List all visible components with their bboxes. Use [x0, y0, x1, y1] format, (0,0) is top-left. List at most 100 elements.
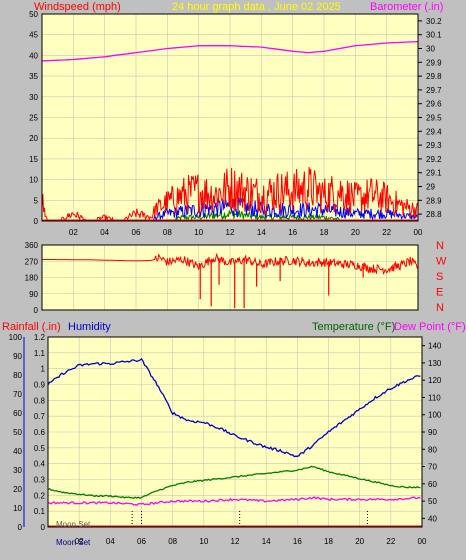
windspeed-tick-label: 35	[29, 72, 38, 81]
direction-tick-label: 90	[29, 290, 38, 299]
rainfall-tick-label: 0.8	[34, 396, 46, 405]
rainfall-tick-label: 0.7	[34, 412, 46, 421]
rainfall-tick-label: 1.1	[34, 349, 46, 358]
windspeed-tick-label: 5	[34, 196, 39, 205]
direction-tick-label: 0	[34, 306, 39, 315]
humidity-tick-label: 90	[13, 352, 22, 361]
rainfall-tick-label: 0.3	[34, 476, 46, 485]
rainfall-tick-label: 0.5	[34, 444, 46, 453]
time-tick-label: 00	[418, 537, 427, 546]
time-tick-label: 04	[106, 537, 115, 546]
windspeed-tick-label: 20	[29, 134, 38, 143]
rainfall-tick-label: 0.9	[34, 381, 46, 390]
compass-label: W	[436, 256, 447, 268]
time-tick-label: 02	[69, 228, 78, 237]
time-tick-label: 14	[257, 228, 266, 237]
barometer-tick-label: 28.9	[426, 196, 442, 205]
time-tick-label: 02	[75, 537, 84, 546]
time-tick-label: 08	[163, 228, 172, 237]
barometer-tick-label: 29.3	[426, 141, 442, 150]
temperature-tick-label: 110	[428, 393, 441, 402]
moon-set-label-top: Moon Set	[56, 520, 91, 529]
time-tick-label: 12	[231, 537, 240, 546]
temperature-tick-label: 120	[428, 376, 442, 385]
compass-label: E	[436, 287, 443, 299]
barometer-tick-label: 30.1	[426, 31, 442, 40]
time-tick-label: 06	[137, 537, 146, 546]
barometer-tick-label: 29.5	[426, 114, 442, 123]
moon-set-label-bottom: Moon Set	[56, 538, 91, 547]
wind-gust-line	[41, 166, 418, 222]
windspeed-tick-label: 15	[29, 155, 38, 164]
temperature-tick-label: 60	[428, 480, 437, 489]
humidity-line	[47, 357, 421, 458]
barometer-tick-label: 29.4	[426, 127, 442, 136]
barometer-tick-label: 29	[426, 183, 435, 192]
humidity-tick-label: 10	[13, 504, 22, 513]
barometer-axis-label: Barometer (.in)	[370, 1, 443, 13]
time-tick-label: 22	[386, 537, 395, 546]
rainfall-axis-label: Rainfall (.in)	[2, 321, 61, 333]
direction-tick-label: 180	[25, 274, 39, 283]
barometer-tick-label: 29.1	[426, 169, 442, 178]
barometer-line	[41, 40, 419, 62]
direction-tick-label: 270	[25, 257, 39, 266]
windspeed-tick-label: 30	[29, 93, 38, 102]
time-tick-label: 12	[226, 228, 235, 237]
rainfall-tick-label: 0	[41, 523, 46, 532]
time-tick-label: 18	[324, 537, 333, 546]
wind-direction-line	[41, 252, 418, 276]
humidity-tick-label: 40	[13, 447, 22, 456]
temperature-tick-label: 90	[428, 428, 437, 437]
humidity-tick-label: 60	[13, 409, 22, 418]
time-tick-label: 06	[132, 228, 141, 237]
time-tick-label: 20	[351, 228, 360, 237]
rainfall-tick-label: 0.1	[34, 507, 46, 516]
humidity-temperature-panel: 0 0.1 0.2 0.3 0.4 0.5 0.6 0.7 0.8 0.9 1 1.1 1.2 0 10 20…	[2, 321, 466, 547]
humidity-ticks: 0 0.1 0.2 0.3 0.4 0.5 0.6 0.7 0.8 0.9 1 1.1 1.2 0 10 20…	[9, 333, 442, 546]
dewpoint-axis-label: Dew Point (°F)	[394, 321, 466, 333]
direction-series	[41, 252, 418, 309]
time-tick-label: 16	[288, 228, 297, 237]
temperature-tick-label: 100	[428, 411, 442, 420]
temperature-line	[47, 465, 421, 500]
temperature-tick-label: 80	[428, 445, 437, 454]
barometer-tick-label: 30.2	[426, 17, 442, 26]
barometer-tick-label: 29.2	[426, 155, 442, 164]
humidity-tick-label: 70	[13, 390, 22, 399]
rainfall-tick-label: 1.2	[34, 333, 46, 342]
dewpoint-line	[47, 496, 421, 506]
time-tick-label: 04	[100, 228, 109, 237]
wind-barometer-panel: 0 5 10 15 20 25 30 35 40 45 50 28.8 28.9 29 29.1 29.2 29…	[29, 1, 443, 237]
temperature-tick-label: 70	[428, 463, 437, 472]
windspeed-tick-label: 0	[34, 217, 39, 226]
humidity-tick-label: 0	[18, 523, 23, 532]
rainfall-tick-label: 0.6	[34, 428, 46, 437]
barometer-tick-label: 29.9	[426, 58, 442, 67]
direction-tick-label: 360	[25, 241, 39, 250]
barometer-tick-label: 30	[426, 45, 435, 54]
barometer-tick-label: 28.8	[426, 210, 442, 219]
windspeed-tick-label: 40	[29, 51, 38, 60]
windspeed-axis-label: Windspeed (mph)	[34, 1, 121, 13]
time-tick-label: 20	[355, 537, 364, 546]
humidity-tick-label: 100	[9, 333, 23, 342]
time-tick-label: 00	[414, 228, 423, 237]
windspeed-tick-label: 10	[29, 176, 38, 185]
rainfall-tick-label: 1	[41, 365, 46, 374]
time-tick-label: 10	[199, 537, 208, 546]
wind-ticks: 0 5 10 15 20 25 30 35 40 45 50 28.8 28.9 29 29.1 29.2 29…	[29, 10, 442, 237]
graph-title: 24 hour graph data , June 02 2025	[172, 1, 341, 13]
barometer-tick-label: 29.8	[426, 72, 442, 81]
humidity-tick-label: 30	[13, 466, 22, 475]
humidity-tick-label: 50	[13, 428, 22, 437]
humidity-tick-label: 20	[13, 485, 22, 494]
rainfall-tick-label: 0.4	[34, 460, 46, 469]
compass-label: S	[436, 271, 443, 283]
windspeed-tick-label: 25	[29, 114, 38, 123]
time-tick-label: 22	[382, 228, 391, 237]
time-tick-label: 10	[194, 228, 203, 237]
windspeed-tick-label: 45	[29, 31, 38, 40]
